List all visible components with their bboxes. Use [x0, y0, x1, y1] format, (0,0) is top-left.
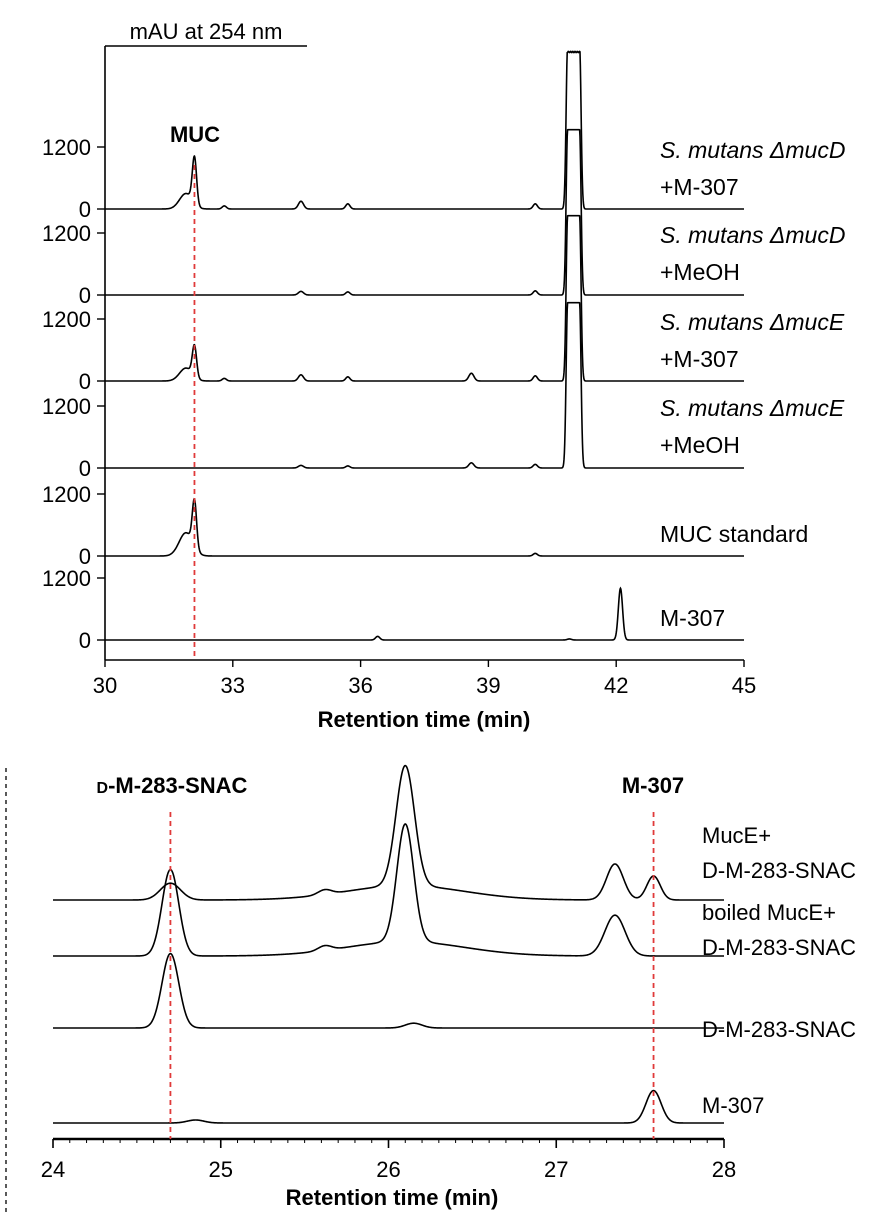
top-chromatogram-panel: mAU at 254 nm012000120001200012000120001… [42, 19, 845, 732]
y-tick-label: 0 [79, 197, 91, 222]
x-tick-label: 27 [544, 1157, 568, 1182]
trace-line [105, 214, 744, 382]
x-tick-label: 45 [732, 673, 756, 698]
y-tick-label: 1200 [42, 482, 91, 507]
trace-label: +MeOH [660, 259, 740, 285]
trace-label: +MeOH [660, 432, 740, 458]
x-tick-label: 42 [604, 673, 628, 698]
trace-4: M-307 [53, 1089, 764, 1124]
x-tick-label: 26 [376, 1157, 400, 1182]
trace-line [53, 1089, 724, 1124]
trace-label: +M-307 [660, 346, 739, 372]
trace-label: M-307 [702, 1093, 764, 1118]
y-tick-label: 0 [79, 369, 91, 394]
y-tick-label: 1200 [42, 135, 91, 160]
y-tick-label: 1200 [42, 307, 91, 332]
trace-label: S. mutans ΔmucD [660, 137, 845, 163]
trace-label: boiled MucE+ [702, 900, 836, 925]
trace-2: boiled MucE+ D-M-283-SNAC [53, 823, 856, 960]
trace-label: D-M-283-SNAC [702, 1017, 856, 1042]
y-tick-label: 0 [79, 544, 91, 569]
trace-4: S. mutans ΔmucE +MeOH [105, 301, 845, 469]
y-tick-label: 1200 [42, 566, 91, 591]
x-tick-label: 30 [93, 673, 117, 698]
marker-label: D-M-283-SNAC [97, 773, 248, 798]
marker-label: M-307 [622, 773, 684, 798]
y-tick-label: 1200 [42, 221, 91, 246]
trace-5: MUC standard [105, 497, 808, 557]
y-axis-label: mAU at 254 nm [130, 19, 283, 44]
x-axis-label: Retention time (min) [286, 1185, 499, 1210]
y-tick-label: 0 [79, 456, 91, 481]
trace-line [105, 50, 744, 210]
x-tick-label: 33 [221, 673, 245, 698]
trace-3: D-M-283-SNAC [53, 952, 856, 1042]
muc-marker-label: MUC [170, 122, 220, 147]
trace-line [105, 128, 744, 296]
x-tick-label: 25 [209, 1157, 233, 1182]
y-tick-label: 0 [79, 283, 91, 308]
trace-label: D-M-283-SNAC [702, 935, 856, 960]
x-axis-label: Retention time (min) [318, 707, 531, 732]
bottom-chromatogram-panel: 24 25 26 27 28 Retention time (min) MucE+ D-M-2… [5, 764, 856, 1212]
trace-label: M-307 [660, 605, 725, 631]
trace-label: S. mutans ΔmucD [660, 222, 845, 248]
trace-line [53, 952, 724, 1029]
trace-line [105, 301, 744, 469]
y-tick-label: 0 [79, 628, 91, 653]
y-tick-label: 1200 [42, 394, 91, 419]
trace-1: MucE+ D-M-283-SNAC [53, 764, 856, 901]
x-tick-label: 39 [476, 673, 500, 698]
trace-line [105, 497, 744, 557]
trace-label: S. mutans ΔmucE [660, 395, 845, 421]
trace-label: S. mutans ΔmucE [660, 309, 845, 335]
trace-line [53, 823, 724, 957]
trace-label: MucE+ [702, 823, 771, 848]
trace-1: S. mutans ΔmucD +M-307 [105, 50, 845, 210]
trace-2: S. mutans ΔmucD +MeOH [105, 128, 845, 296]
trace-3: S. mutans ΔmucE +M-307 [105, 214, 845, 382]
trace-label: MUC standard [660, 521, 808, 547]
x-tick-label: 36 [348, 673, 372, 698]
x-tick-label: 24 [41, 1157, 65, 1182]
trace-label: D-M-283-SNAC [702, 858, 856, 883]
trace-line [105, 586, 744, 641]
x-tick-label: 28 [712, 1157, 736, 1182]
trace-6: M-307 [105, 586, 744, 641]
trace-label: +M-307 [660, 174, 739, 200]
